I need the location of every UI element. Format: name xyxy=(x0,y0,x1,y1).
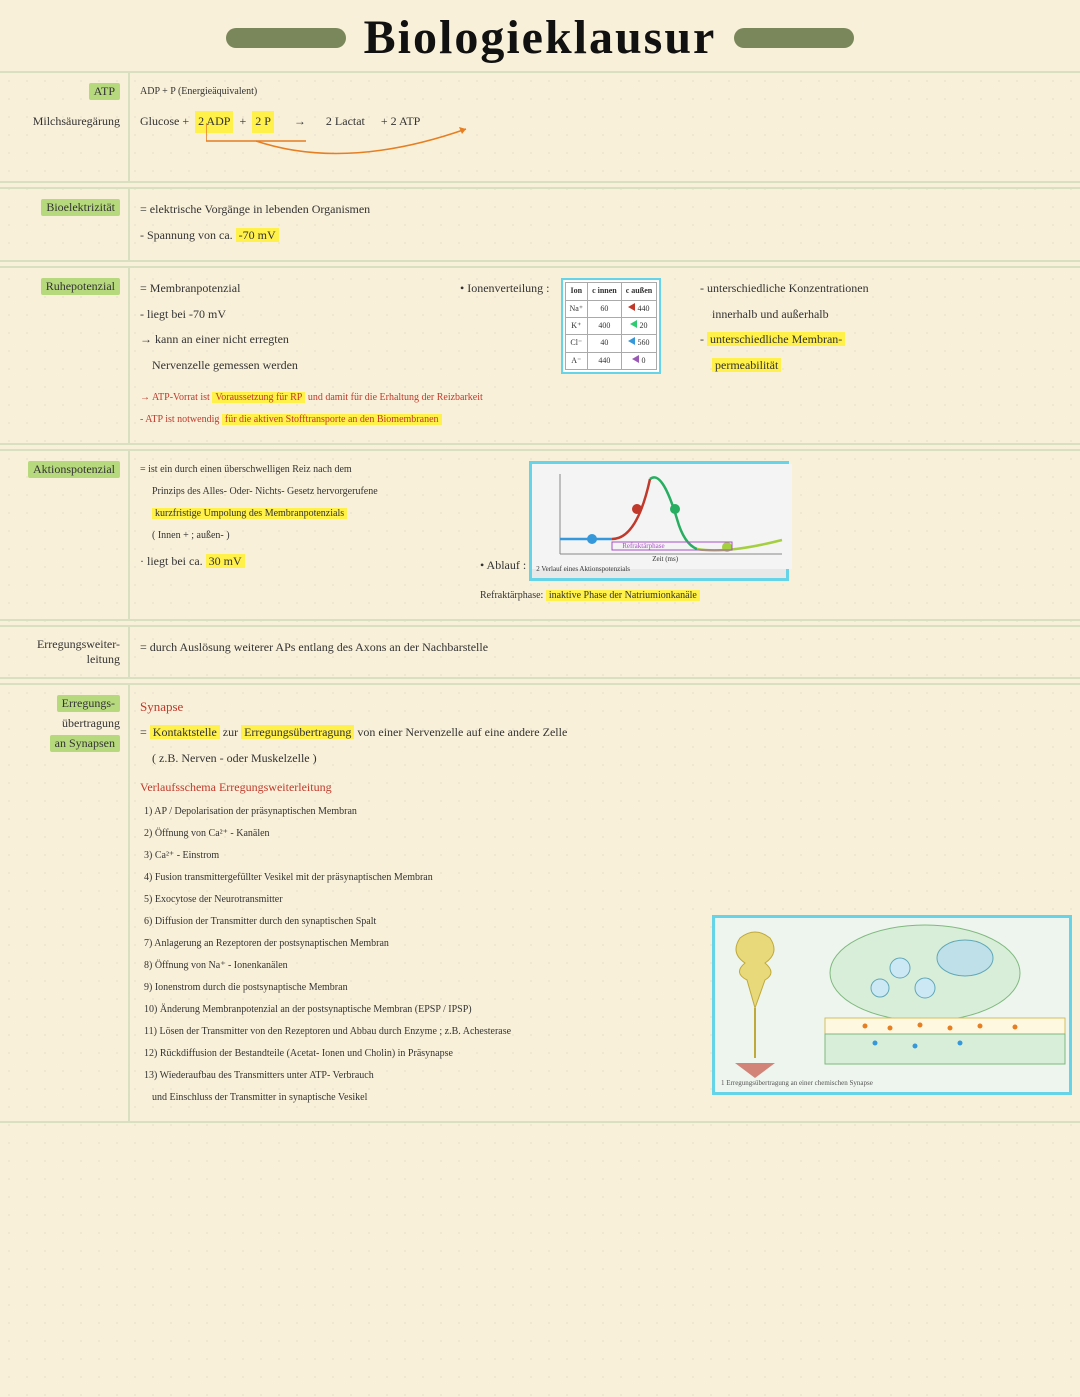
syn-def2: ( z.B. Nerven - oder Muskelzelle ) xyxy=(140,748,1070,770)
ion-title: Ionenverteilung : xyxy=(460,281,550,295)
ruhe-note2b: für die aktiven Stofftransporte an den B… xyxy=(222,414,442,425)
refrak-b: inaktive Phase der Natriumionkanäle xyxy=(546,590,700,601)
ablauf-label: Ablauf : xyxy=(480,558,526,572)
ruhe-note1a: → ATP-Vorrat ist xyxy=(140,392,212,403)
ap-l3: kurzfristige Umpolung des Membranpotenzi… xyxy=(140,505,460,523)
arrow-curve-icon xyxy=(206,123,486,173)
decor-pill-left xyxy=(226,28,346,48)
ap-l4: ( Innen + ; außen- ) xyxy=(140,527,460,545)
section-atp: ATP Milchsäuregärung ADP + P (Energieäqu… xyxy=(0,71,1080,183)
step-item: 3) Ca²⁺ - Einstrom xyxy=(144,847,1070,865)
ruhe-l1: Membranpotenzial xyxy=(140,278,440,300)
ruhe-note1: → ATP-Vorrat ist Voraussetzung für RP un… xyxy=(140,389,1070,407)
label-syn3: an Synapsen xyxy=(50,735,120,752)
label-milch: Milchsäuregärung xyxy=(8,114,120,129)
ruhe-r3a: unterschiedliche Membran- xyxy=(707,332,845,346)
ruhe-note2: - ATP ist notwendig für die aktiven Stof… xyxy=(140,411,1070,429)
section-bioelek: Bioelektrizität elektrische Vorgänge in … xyxy=(0,187,1080,262)
refrak-label: Refraktärphase xyxy=(622,540,664,553)
synapse-diagram: 1 Erregungsübertragung an einer chemisch… xyxy=(712,915,1072,1095)
ruhe-r3: unterschiedliche Membran- xyxy=(700,329,1070,351)
ruhe-note1c: und damit für die Erhaltung der Reizbark… xyxy=(305,392,482,403)
syn-def1: = Kontaktstelle zur Erregungsübertragung… xyxy=(140,722,1070,744)
verlauf-title: Verlaufsschema Erregungsweiterleitung xyxy=(140,777,1070,799)
ruhe-l4: Nervenzelle gemessen werden xyxy=(140,355,440,377)
syn-def1b: zur xyxy=(220,725,241,739)
label-syn2: übertragung xyxy=(62,716,120,730)
graph-caption: 2 Verlauf eines Aktionspotenzials xyxy=(536,563,630,576)
step-item: 1) AP / Depolarisation der präsynaptisch… xyxy=(144,803,1070,821)
ap-l5: · liegt bei ca. 30 mV xyxy=(140,551,460,573)
ap-l5a: liegt bei ca. xyxy=(147,554,206,568)
ap-l3a: kurzfristige Umpolung des Membranpotenzi… xyxy=(152,508,347,519)
section-ruhepotenzial: Ruhepotenzial Membranpotenzial liegt bei… xyxy=(0,266,1080,444)
label-erregw1: Erregungsweiter- xyxy=(8,637,120,652)
step-item: 2) Öffnung von Ca²⁺ - Kanälen xyxy=(144,825,1070,843)
ruhe-r4: permeabilität xyxy=(700,355,1070,377)
atp-definition: ADP + P (Energieäquivalent) xyxy=(140,83,1070,101)
page-header: Biologieklausur xyxy=(0,0,1080,71)
ruhe-r4a: permeabilität xyxy=(712,358,781,372)
label-aktion: Aktionspotenzial xyxy=(28,461,120,478)
syn-title: Synapse xyxy=(140,695,1070,718)
ap-l1: ist ein durch einen überschwelligen Reiz… xyxy=(140,461,460,479)
syn-def1a: Kontaktstelle xyxy=(150,725,220,739)
syn-def1d: von einer Nervenzelle auf eine andere Ze… xyxy=(354,725,567,739)
bioelek-line1: elektrische Vorgänge in lebenden Organis… xyxy=(140,199,1070,221)
refrak-line: Refraktärphase: inaktive Phase der Natri… xyxy=(480,587,1070,605)
ruhe-l2: liegt bei -70 mV xyxy=(140,304,440,326)
page-title: Biologieklausur xyxy=(364,10,717,65)
step-item: 5) Exocytose der Neurotransmitter xyxy=(144,891,1070,909)
section-aktionspotenzial: Aktionspotenzial ist ein durch einen übe… xyxy=(0,449,1080,621)
label-atp: ATP xyxy=(89,83,120,100)
decor-pill-right xyxy=(734,28,854,48)
ap-graph: Refraktärphase Zeit (ms) 2 Verlauf eines… xyxy=(529,461,789,581)
x-label: Zeit (ms) xyxy=(652,553,678,566)
bioelek-line2: Spannung von ca. -70 mV xyxy=(140,225,1070,247)
formula-glucose: Glucose + xyxy=(140,111,189,133)
ruhe-note1b: Voraussetzung für RP xyxy=(212,392,305,403)
erregw-text: durch Auslösung weiterer APs entlang des… xyxy=(140,637,1070,659)
ion-table: Ionc innenc außenNa⁺60 440K⁺400 20Cl⁻40 … xyxy=(561,278,662,374)
section-erregweiter: Erregungsweiter- leitung durch Auslösung… xyxy=(0,625,1080,679)
ruhe-l3: kann an einer nicht erregten xyxy=(140,329,440,351)
ruhe-r2: innerhalb und außerhalb xyxy=(700,304,1070,326)
syn-def1c: Erregungsübertragung xyxy=(241,725,354,739)
ap-l5b: 30 mV xyxy=(206,554,245,568)
step-item: 4) Fusion transmittergefüllter Vesikel m… xyxy=(144,869,1070,887)
bioelek-line2a: Spannung von ca. xyxy=(147,228,236,242)
ruhe-note2a: - ATP ist notwendig xyxy=(140,414,222,425)
bioelek-voltage: -70 mV xyxy=(236,228,279,242)
ap-l2: Prinzips des Alles- Oder- Nichts- Gesetz… xyxy=(140,483,460,501)
label-bioelek: Bioelektrizität xyxy=(41,199,120,216)
section-synapse: Erregungs- übertragung an Synapsen Synap… xyxy=(0,683,1080,1123)
refrak-a: Refraktärphase: xyxy=(480,590,546,601)
label-syn1: Erregungs- xyxy=(57,695,120,712)
ruhe-r1: unterschiedliche Konzentrationen xyxy=(700,278,1070,300)
syn-diagram-caption: 1 Erregungsübertragung an einer chemisch… xyxy=(721,1077,873,1090)
label-erregw2: leitung xyxy=(8,652,120,667)
label-ruhe: Ruhepotenzial xyxy=(41,278,120,295)
synapse-diagram-icon xyxy=(715,918,1075,1083)
